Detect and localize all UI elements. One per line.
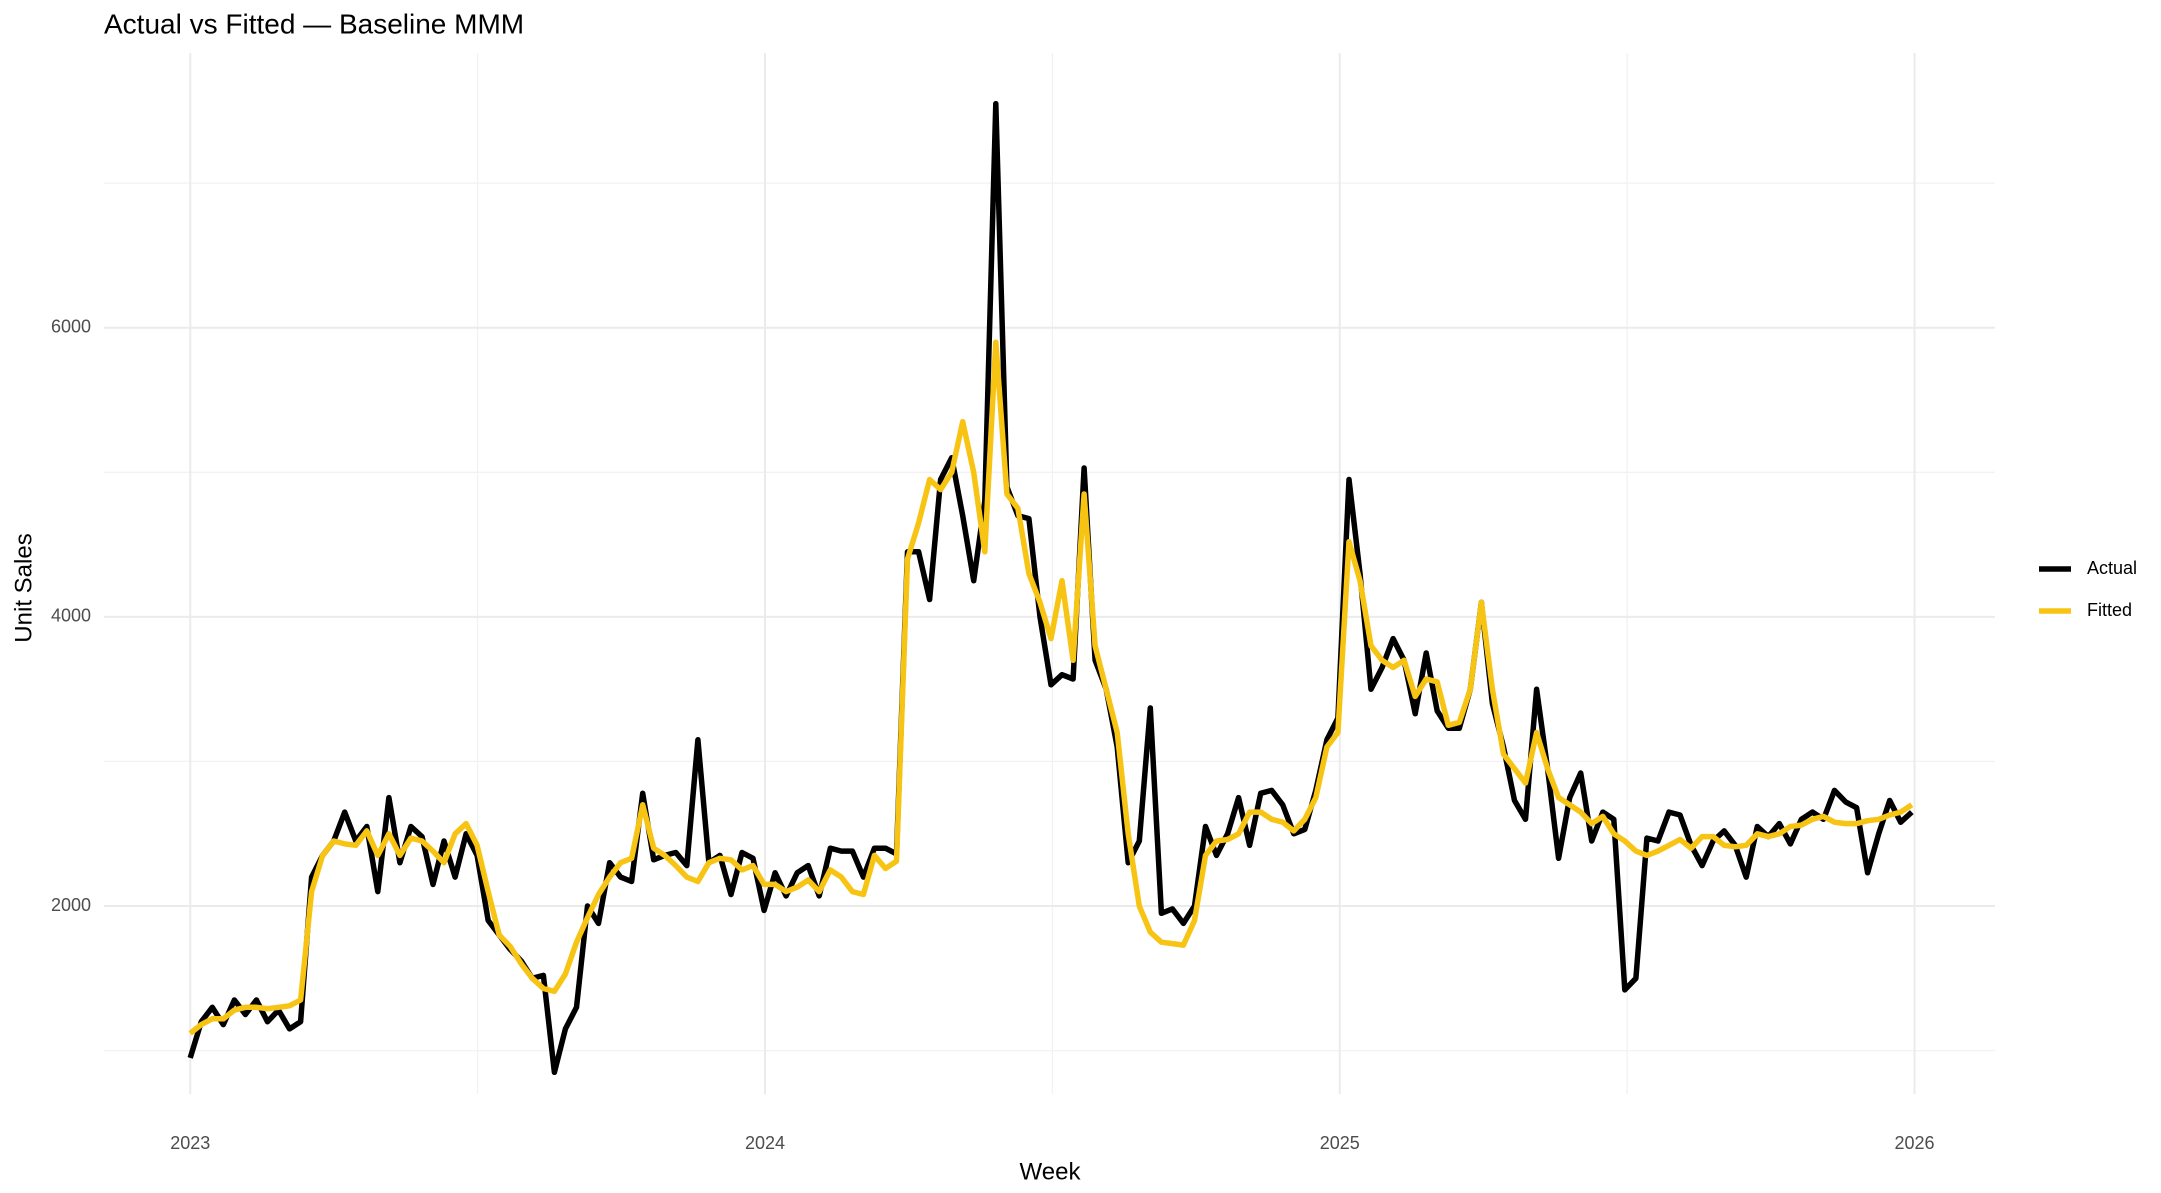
x-tick-label: 2025: [1320, 1133, 1360, 1153]
grid: [104, 53, 1995, 1094]
legend-label: Fitted: [2087, 600, 2132, 620]
y-tick-label: 2000: [51, 895, 91, 915]
x-tick-label: 2024: [745, 1133, 785, 1153]
y-tick-label: 6000: [51, 316, 91, 336]
x-axis-title: Week: [1020, 1158, 1082, 1185]
x-tick-label: 2023: [170, 1133, 210, 1153]
y-axis-title: Unit Sales: [10, 533, 37, 642]
series-line: [187, 100, 1914, 1076]
y-tick-label: 4000: [51, 606, 91, 626]
series-line: [188, 339, 1914, 1036]
legend-label: Actual: [2087, 558, 2137, 578]
chart-title: Actual vs Fitted — Baseline MMM: [104, 8, 524, 39]
x-tick-label: 2026: [1895, 1133, 1935, 1153]
